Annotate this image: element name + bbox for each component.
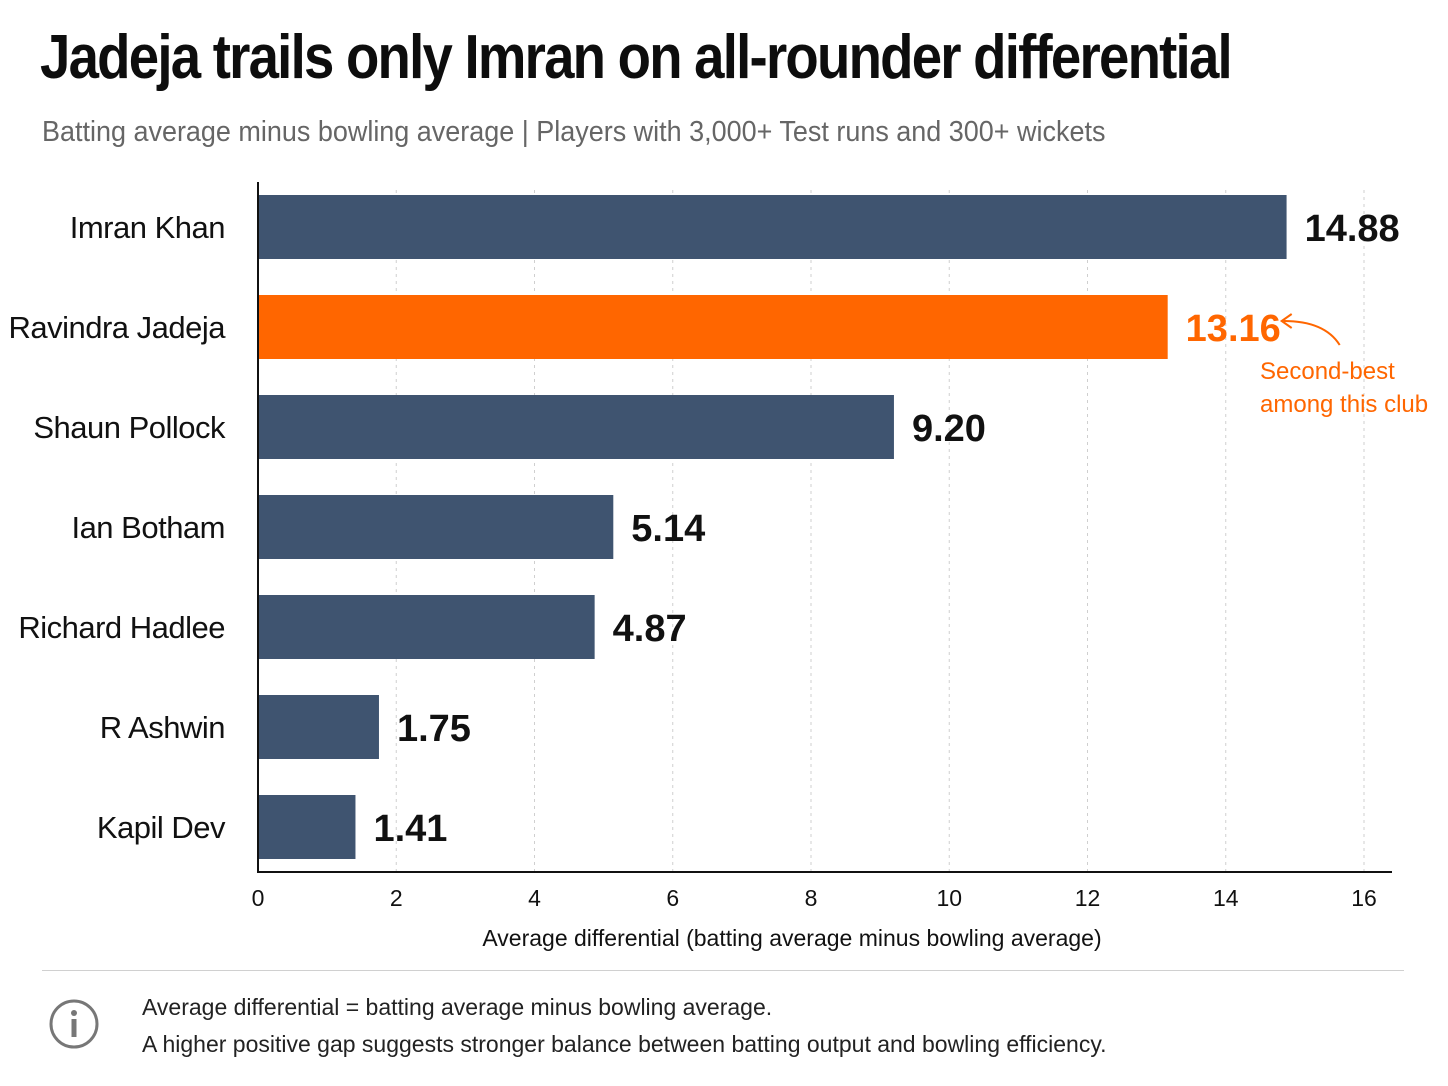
annotation-arrowhead xyxy=(1279,313,1293,329)
value-label: 13.16 xyxy=(1186,308,1281,350)
chart-subtitle: Batting average minus bowling average | … xyxy=(42,116,1106,148)
footnote-interpretation: A higher positive gap suggests stronger … xyxy=(142,1031,1107,1057)
footer-divider xyxy=(42,970,1404,971)
info-icon xyxy=(49,999,99,1049)
x-axis-title: Average differential (batting average mi… xyxy=(482,925,1101,951)
x-tick-label: 0 xyxy=(252,885,265,911)
bar xyxy=(258,695,379,759)
bar xyxy=(258,395,894,459)
bar xyxy=(258,595,595,659)
annotation: Second-best among this club xyxy=(1260,313,1428,418)
bars xyxy=(258,195,1287,859)
value-label: 5.14 xyxy=(631,508,705,550)
footnote-definition: Average differential = batting average m… xyxy=(142,994,773,1020)
x-tick-label: 16 xyxy=(1351,885,1377,911)
category-label: Richard Hadlee xyxy=(18,610,225,645)
category-label: R Ashwin xyxy=(100,710,225,745)
bar xyxy=(258,195,1287,259)
value-label: 14.88 xyxy=(1305,208,1400,250)
x-tick-label: 10 xyxy=(936,885,962,911)
category-label: Ravindra Jadeja xyxy=(8,310,226,345)
x-axis-ticks: 0 2 4 6 8 10 12 14 16 xyxy=(252,885,1377,911)
chart-title: Jadeja trails only Imran on all-rounder … xyxy=(40,23,1233,92)
value-label: 4.87 xyxy=(613,608,687,650)
category-label: Kapil Dev xyxy=(97,810,226,845)
bar-chart: Imran Khan 14.88 Ravindra Jadeja 13.16 Shaun… xyxy=(8,182,1428,951)
x-tick-label: 6 xyxy=(666,885,679,911)
labels: Imran Khan 14.88 Ravindra Jadeja 13.16 Shaun… xyxy=(8,208,1399,850)
annotation-arrow xyxy=(1283,320,1341,346)
category-label: Shaun Pollock xyxy=(33,410,226,445)
bar xyxy=(258,795,356,859)
value-label: 1.75 xyxy=(397,708,471,750)
bar xyxy=(258,495,614,559)
x-tick-label: 8 xyxy=(805,885,818,911)
x-tick-label: 4 xyxy=(528,885,541,911)
x-tick-label: 2 xyxy=(390,885,403,911)
bar xyxy=(258,295,1168,359)
value-label: 1.41 xyxy=(373,808,447,850)
x-tick-label: 14 xyxy=(1213,885,1239,911)
category-label: Imran Khan xyxy=(70,210,225,245)
annotation-text: Second-best xyxy=(1260,358,1395,385)
value-label: 9.20 xyxy=(912,408,986,450)
x-tick-label: 12 xyxy=(1075,885,1101,911)
category-label: Ian Botham xyxy=(71,510,225,545)
annotation-text: among this club xyxy=(1260,391,1428,418)
